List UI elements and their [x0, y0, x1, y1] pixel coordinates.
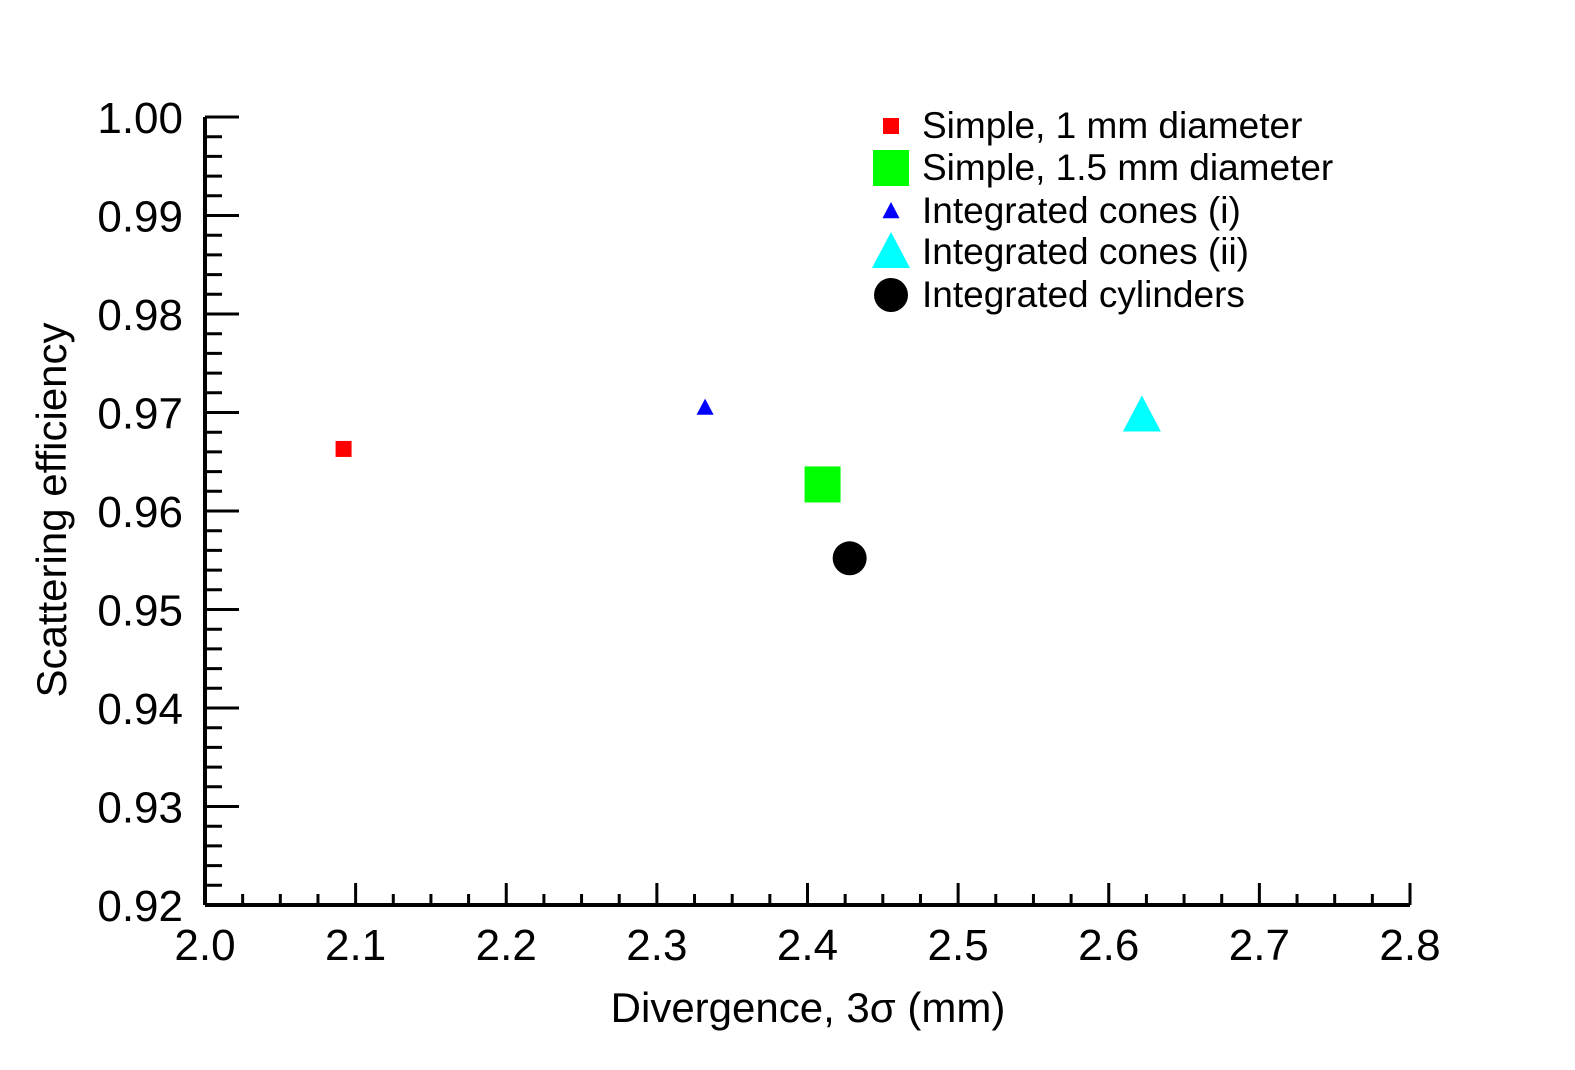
- x-tick-label: 2.1: [325, 921, 386, 970]
- legend-label-2: Simple, 1.5 mm diameter: [922, 147, 1333, 188]
- legend-label-4: Integrated cones (ii): [922, 231, 1249, 272]
- y-tick-label: 0.97: [97, 390, 183, 439]
- data-point-5: [832, 541, 867, 576]
- data-point-3: [696, 398, 714, 415]
- legend-label-1: Simple, 1 mm diameter: [922, 105, 1302, 146]
- y-tick-label: 0.92: [97, 882, 183, 931]
- legend-marker-5: [874, 278, 908, 312]
- x-tick-label: 2.2: [476, 921, 537, 970]
- y-axis-label: Scattering efficiency: [28, 322, 75, 697]
- y-tick-label: 0.94: [97, 685, 183, 734]
- legend-label-5: Integrated cylinders: [922, 274, 1245, 315]
- legend-marker-3: [882, 202, 900, 219]
- y-tick-label: 0.95: [97, 587, 183, 636]
- legend-marker-4: [872, 232, 910, 268]
- x-tick-label: 2.5: [928, 921, 989, 970]
- y-tick-label: 0.93: [97, 784, 183, 833]
- y-tick-label: 0.96: [97, 488, 183, 537]
- data-point-4: [1122, 395, 1161, 432]
- x-tick-label: 2.4: [777, 921, 838, 970]
- y-tick-label: 0.99: [97, 193, 183, 242]
- tick-labels: 2.0 2.1 2.2 2.3 2.4 2.5 2.6 2.7 2.8 0.92 0.93 0.94 0…: [97, 94, 1440, 970]
- data-point-1: [335, 440, 352, 457]
- y-tick-label: 1.00: [97, 94, 183, 143]
- tick-marks: [203, 115, 1412, 907]
- x-tick-label: 2.8: [1379, 921, 1440, 970]
- x-tick-label: 2.7: [1229, 921, 1290, 970]
- x-tick-label: 2.3: [626, 921, 687, 970]
- y-tick-label: 0.98: [97, 291, 183, 340]
- legend-marker-1: [883, 118, 899, 134]
- x-tick-label: 2.0: [174, 921, 235, 970]
- legend-marker-2: [873, 150, 909, 186]
- data-point-2: [804, 466, 841, 503]
- x-axis-label: Divergence, 3σ (mm): [611, 984, 1006, 1031]
- data-points: [335, 395, 1161, 576]
- x-tick-label: 2.6: [1078, 921, 1139, 970]
- legend-label-3: Integrated cones (i): [922, 190, 1241, 231]
